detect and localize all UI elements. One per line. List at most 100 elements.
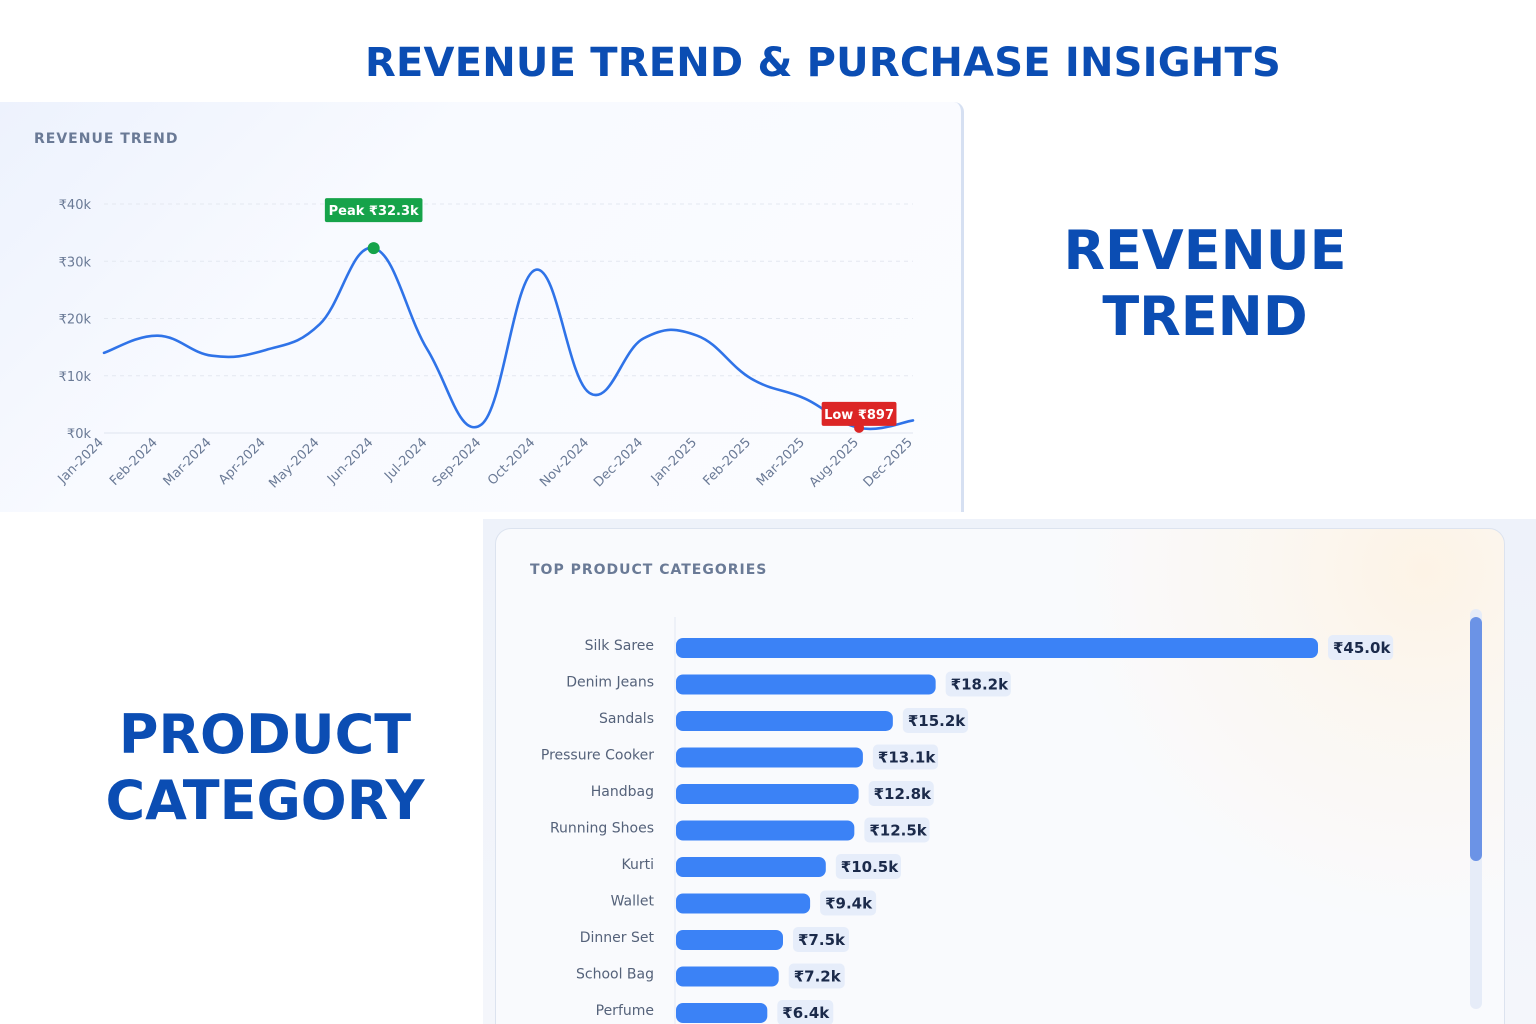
bar-value-label: ₹12.8k — [874, 785, 932, 803]
peak-marker — [367, 242, 380, 255]
bar-value-label: ₹10.5k — [841, 858, 899, 876]
bar-row: Denim Jeans ₹18.2k — [566, 671, 1011, 697]
low-badge-bg — [821, 401, 897, 426]
x-tick-label: Dec-2024 — [591, 435, 646, 490]
bar — [676, 966, 779, 987]
scrollbar-thumb[interactable] — [1470, 617, 1482, 861]
bar-value-pill — [868, 781, 934, 806]
bar — [676, 820, 855, 841]
bar-value-pill — [902, 708, 969, 733]
revenue-line-chart: ₹0k₹10k₹20k₹30k₹40k Jan-2024 Feb-2024 Mar-… — [55, 198, 916, 491]
x-tick-label: Oct-2024 — [485, 435, 538, 488]
y-tick-label: ₹30k — [59, 255, 92, 270]
bar-value-label: ₹9.4k — [825, 895, 873, 913]
bar-value-label: ₹45.0k — [1333, 639, 1391, 657]
revenue-trend-side-label: REVENUE TREND — [1045, 218, 1365, 350]
bar-category-label: Pressure Cooker — [541, 748, 654, 764]
bar-category-label: Denim Jeans — [566, 675, 654, 691]
product-categories-card: TOP PRODUCT CATEGORIES Silk Saree ₹45.0k D… — [495, 528, 1505, 1024]
bar-value-pill — [864, 817, 930, 843]
bar-row: School Bag ₹7.2k — [576, 963, 845, 989]
bar-value-pill — [793, 927, 849, 952]
bar-row: Handbag ₹12.8k — [591, 781, 934, 806]
bar-value-label: ₹12.5k — [869, 822, 927, 840]
bar — [676, 930, 783, 950]
product-bar-chart: Silk Saree ₹45.0k Denim Jeans ₹18.2k Sandals… — [541, 617, 1394, 1024]
product-category-side-label: PRODUCT CATEGORY — [100, 702, 430, 834]
bar-value-label: ₹13.1k — [878, 749, 936, 767]
x-tick-label: May-2024 — [266, 435, 322, 491]
x-tick-label: Mar-2025 — [754, 435, 808, 489]
bar-category-label: Kurti — [622, 857, 655, 873]
y-tick-label: ₹10k — [59, 370, 92, 385]
bar-row: Kurti ₹10.5k — [622, 854, 901, 879]
bar-category-label: Silk Saree — [585, 638, 654, 654]
x-tick-label: Feb-2025 — [700, 435, 754, 489]
x-tick-label: Apr-2024 — [216, 435, 269, 488]
bar-category-label: Perfume — [596, 1003, 654, 1019]
bar — [676, 674, 936, 695]
bar-category-label: School Bag — [576, 967, 654, 983]
bar-value-pill — [777, 1000, 834, 1024]
bar-value-label: ₹15.2k — [908, 712, 966, 730]
bar — [676, 857, 826, 877]
bar — [676, 893, 811, 914]
bar-value-pill — [835, 854, 901, 879]
bar — [676, 747, 863, 768]
bar-row: Running Shoes ₹12.5k — [550, 817, 930, 843]
revenue-trend-title: REVENUE TREND — [34, 131, 179, 147]
x-tick-label: Jun-2024 — [324, 435, 376, 487]
bar — [676, 784, 859, 804]
low-marker — [854, 422, 865, 433]
bar-category-label: Wallet — [611, 894, 655, 910]
x-tick-label: Jul-2024 — [381, 435, 430, 484]
peak-badge-text: Peak ₹32.3k — [329, 204, 419, 219]
bar-row: Silk Saree ₹45.0k — [585, 635, 1394, 660]
y-tick-label: ₹20k — [59, 313, 92, 328]
y-tick-label: ₹0k — [67, 427, 92, 442]
x-tick-label: Sep-2024 — [430, 435, 485, 490]
bar-row: Perfume ₹6.4k — [596, 1000, 834, 1024]
bar — [676, 1003, 768, 1023]
bar — [676, 638, 1318, 658]
side-label-line: PRODUCT — [118, 703, 412, 766]
side-label-line: TREND — [1102, 285, 1308, 348]
bar-category-label: Dinner Set — [580, 930, 655, 946]
low-badge: Low ₹897 — [821, 401, 897, 426]
bar-value-pill — [820, 890, 877, 916]
bar-value-pill — [872, 744, 939, 770]
page-title: REVENUE TREND & PURCHASE INSIGHTS — [365, 40, 1281, 86]
x-tick-label: Nov-2024 — [537, 435, 592, 490]
bar-value-pill — [788, 963, 845, 989]
x-tick-label: Mar-2024 — [161, 435, 215, 489]
bar-row: Wallet ₹9.4k — [611, 890, 877, 916]
bar-value-pill — [945, 671, 1011, 697]
bar-category-label: Sandals — [599, 711, 654, 727]
revenue-trend-card: REVENUE TREND ₹0k ₹10k ₹20k ₹30k ₹40k Jan-20… — [0, 102, 964, 512]
bar — [676, 711, 893, 731]
x-tick-label: Feb-2024 — [107, 435, 161, 489]
bar-value-label: ₹6.4k — [782, 1004, 830, 1022]
bar-category-label: Running Shoes — [550, 821, 654, 837]
bar-category-label: Handbag — [591, 784, 654, 800]
bar-value-pill — [1328, 635, 1394, 660]
product-categories-panel: TOP PRODUCT CATEGORIES Silk Saree ₹45.0k D… — [483, 519, 1536, 1024]
x-tick-label: Jan-2025 — [648, 435, 700, 487]
bar-value-label: ₹7.5k — [798, 931, 846, 949]
scrollbar-track[interactable] — [1470, 609, 1482, 1009]
bar-row: Pressure Cooker ₹13.1k — [541, 744, 939, 770]
x-tick-label: Dec-2025 — [861, 435, 916, 490]
bar-value-label: ₹18.2k — [951, 676, 1009, 694]
peak-badge: Peak ₹32.3k — [324, 198, 423, 223]
x-tick-label: Aug-2025 — [807, 435, 862, 490]
x-tick-label: Jan-2024 — [55, 435, 107, 487]
side-label-line: CATEGORY — [105, 769, 425, 832]
revenue-series-line — [102, 246, 915, 431]
bar-value-label: ₹7.2k — [794, 968, 842, 986]
product-categories-title: TOP PRODUCT CATEGORIES — [530, 562, 768, 578]
bar-row: Sandals ₹15.2k — [599, 708, 969, 733]
side-label-line: REVENUE — [1063, 219, 1347, 282]
peak-badge-bg — [324, 198, 423, 223]
y-tick-label: ₹40k — [59, 198, 92, 213]
low-badge-text: Low ₹897 — [824, 408, 894, 423]
